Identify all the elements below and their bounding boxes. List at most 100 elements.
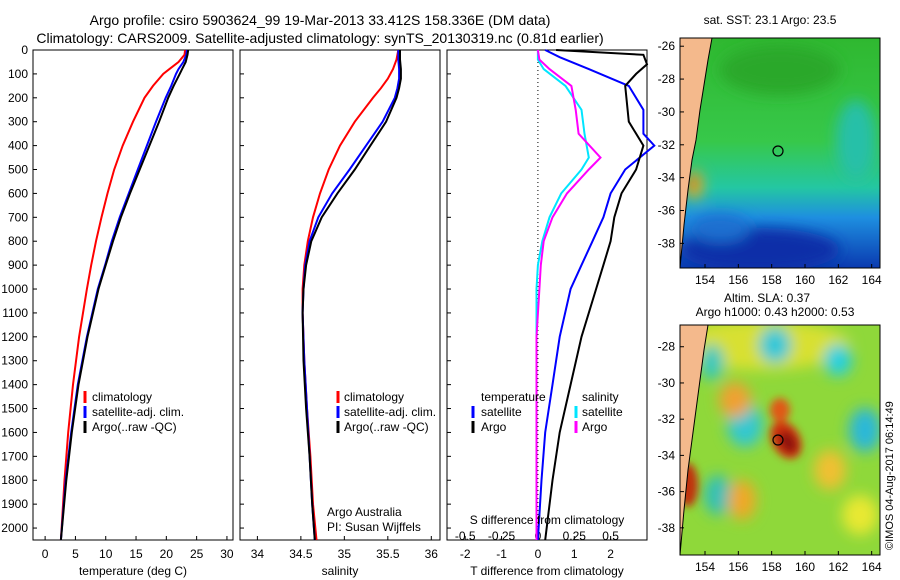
- imos-timestamp: ©IMOS 04-Aug-2017 06:14:49: [884, 401, 896, 550]
- x-tick-label: 20: [160, 547, 174, 561]
- temperature-xlabel: temperature (deg C): [79, 564, 187, 578]
- sla-map-title-2: Argo h1000: 0.43 h2000: 0.53: [696, 305, 855, 319]
- temperature-panel: 0100200300400500600700800900100011001200…: [1, 43, 234, 578]
- salinity-difference-x-axis: -0.5 -0.25 0 0.25 0.5: [455, 529, 619, 543]
- lon-tick-label: 164: [862, 273, 882, 287]
- lon-tick-label: 160: [795, 273, 815, 287]
- sst-float-marker: [772, 145, 784, 157]
- salinity-legend: climatology satellite-adj. clim. Argo(..…: [336, 390, 436, 434]
- x-tick-label: 34.5: [289, 547, 313, 561]
- lat-tick-label: -34: [658, 171, 676, 185]
- sla-orange-eddy-1: [719, 382, 751, 418]
- difference-panel: -2 -1 0 1 2 -0.5 -0.25 0 0.25 0.5 S difference f…: [446, 49, 656, 578]
- depth-tick-label: 1000: [1, 282, 28, 296]
- series-line-climatology: [59, 49, 187, 541]
- depth-tick-label: 100: [8, 67, 28, 81]
- sla-map-ticks: 154 156 158 160 162 164 -28 -30 -32 -34 -36 -38: [658, 340, 882, 574]
- depth-tick-label: 2000: [1, 521, 28, 535]
- depth-tick-label: 900: [8, 258, 28, 272]
- difference-legend: temperature salinity satellite Argo sate…: [471, 390, 623, 434]
- legend-title-salinity: salinity: [582, 390, 619, 404]
- sla-cyan-eddy-3: [824, 344, 852, 376]
- depth-tick-label: 1300: [1, 354, 28, 368]
- lat-tick-label: -32: [658, 412, 676, 426]
- x-tick-label: 36: [425, 547, 439, 561]
- lon-tick-label: 164: [862, 560, 882, 574]
- depth-tick-label: 1400: [1, 378, 28, 392]
- temperature-legend: climatology satellite-adj. clim. Argo(..…: [83, 390, 184, 434]
- salinity-x-axis: 34 34.5 35 35.5 36: [251, 536, 439, 561]
- sla-field: [680, 325, 880, 555]
- legend-label-argo: Argo(..raw -QC): [344, 420, 429, 434]
- salinity-xlabel: salinity: [322, 564, 359, 578]
- argo-australia-annotation: Argo Australia: [327, 505, 402, 519]
- sla-yellow-east: [842, 495, 878, 535]
- legend-label-t-argo: Argo: [481, 420, 507, 434]
- sla-map-frame: [679, 324, 881, 556]
- x-tick-label: 30: [220, 547, 234, 561]
- depth-tick-label: 1900: [1, 497, 28, 511]
- sla-orange-eddy-2: [728, 480, 756, 520]
- lon-tick-label: 156: [728, 273, 748, 287]
- legend-label-climatology: climatology: [344, 390, 404, 404]
- lon-tick-label: 158: [762, 273, 782, 287]
- depth-tick-label: 1700: [1, 449, 28, 463]
- sst-map-frame: [679, 37, 881, 269]
- legend-label-climatology: climatology: [92, 390, 152, 404]
- legend-label-t-satellite: satellite: [481, 405, 522, 419]
- s-tick-label: -0.25: [488, 529, 516, 543]
- temperature-series: [59, 49, 190, 541]
- sst-field: [680, 38, 880, 268]
- depth-tick-label: 1600: [1, 425, 28, 439]
- pi-annotation: PI: Susan Wijffels: [327, 520, 421, 534]
- x-tick-label: 1: [571, 547, 578, 561]
- depth-tick-label: 500: [8, 163, 28, 177]
- x-tick-label: -2: [460, 547, 471, 561]
- lon-tick-label: 158: [762, 560, 782, 574]
- lat-tick-label: -28: [658, 72, 676, 86]
- series-line-t-satellite: [536, 49, 656, 541]
- difference-depth-ticks: [447, 49, 451, 529]
- x-tick-label: 35.5: [376, 547, 400, 561]
- x-tick-label: 25: [190, 547, 204, 561]
- depth-tick-label: 1500: [1, 402, 28, 416]
- x-tick-label: 34: [251, 547, 265, 561]
- difference-axes-box: [446, 49, 648, 541]
- lon-tick-label: 154: [695, 560, 715, 574]
- sla-red-eddy-n: [770, 398, 790, 422]
- series-line-t-argo: [544, 49, 649, 541]
- sst-map-ticks: 154 156 158 160 162 164 -26 -28 -30 -32 -34 -36 -38: [658, 39, 882, 287]
- depth-tick-label: 1800: [1, 473, 28, 487]
- lat-tick-label: -26: [658, 39, 676, 53]
- x-tick-label: 10: [99, 547, 113, 561]
- sst-green-north: [720, 45, 840, 95]
- lon-tick-label: 156: [728, 560, 748, 574]
- lat-tick-label: -38: [658, 236, 676, 250]
- sla-map-panel: Altim. SLA: 0.37 Argo h1000: 0.43 h2000:…: [658, 291, 882, 574]
- series-line-argo-raw-qc: [301, 50, 402, 541]
- x-tick-label: 2: [607, 547, 614, 561]
- sst-map-panel: sat. SST: 23.1 Argo: 23.5 154 156 158 160 16…: [658, 13, 882, 287]
- lon-tick-label: 162: [828, 560, 848, 574]
- series-line-argo-raw-qc: [59, 49, 190, 541]
- x-tick-label: 35: [338, 547, 352, 561]
- sla-eddies: [680, 325, 880, 535]
- x-tick-label: 5: [72, 547, 79, 561]
- salinity-panel: 34 34.5 35 35.5 36 salinity climatology sate…: [239, 49, 441, 578]
- depth-tick-label: 600: [8, 186, 28, 200]
- lat-tick-label: -36: [658, 204, 676, 218]
- depth-tick-label: 0: [21, 43, 28, 57]
- s-tick-label: 0.25: [563, 529, 587, 543]
- t-difference-label: T difference from climatology: [470, 564, 624, 578]
- sst-features: [680, 45, 876, 268]
- sla-float-marker: [772, 434, 784, 446]
- sla-land: [680, 325, 709, 555]
- series-line-s-argo: [535, 49, 602, 540]
- sla-map-title-1: Altim. SLA: 0.37: [724, 291, 810, 305]
- depth-axis: 0 100 200 300 400 500 600 700 800 900 1000 1100 1200…: [1, 43, 37, 535]
- x-tick-label: -1: [496, 547, 507, 561]
- legend-label-s-satellite: satellite: [582, 405, 623, 419]
- depth-tick-label: 700: [8, 210, 28, 224]
- legend-label-satellite: satellite-adj. clim.: [92, 405, 184, 419]
- sla-cyan-eddy-2: [700, 344, 724, 380]
